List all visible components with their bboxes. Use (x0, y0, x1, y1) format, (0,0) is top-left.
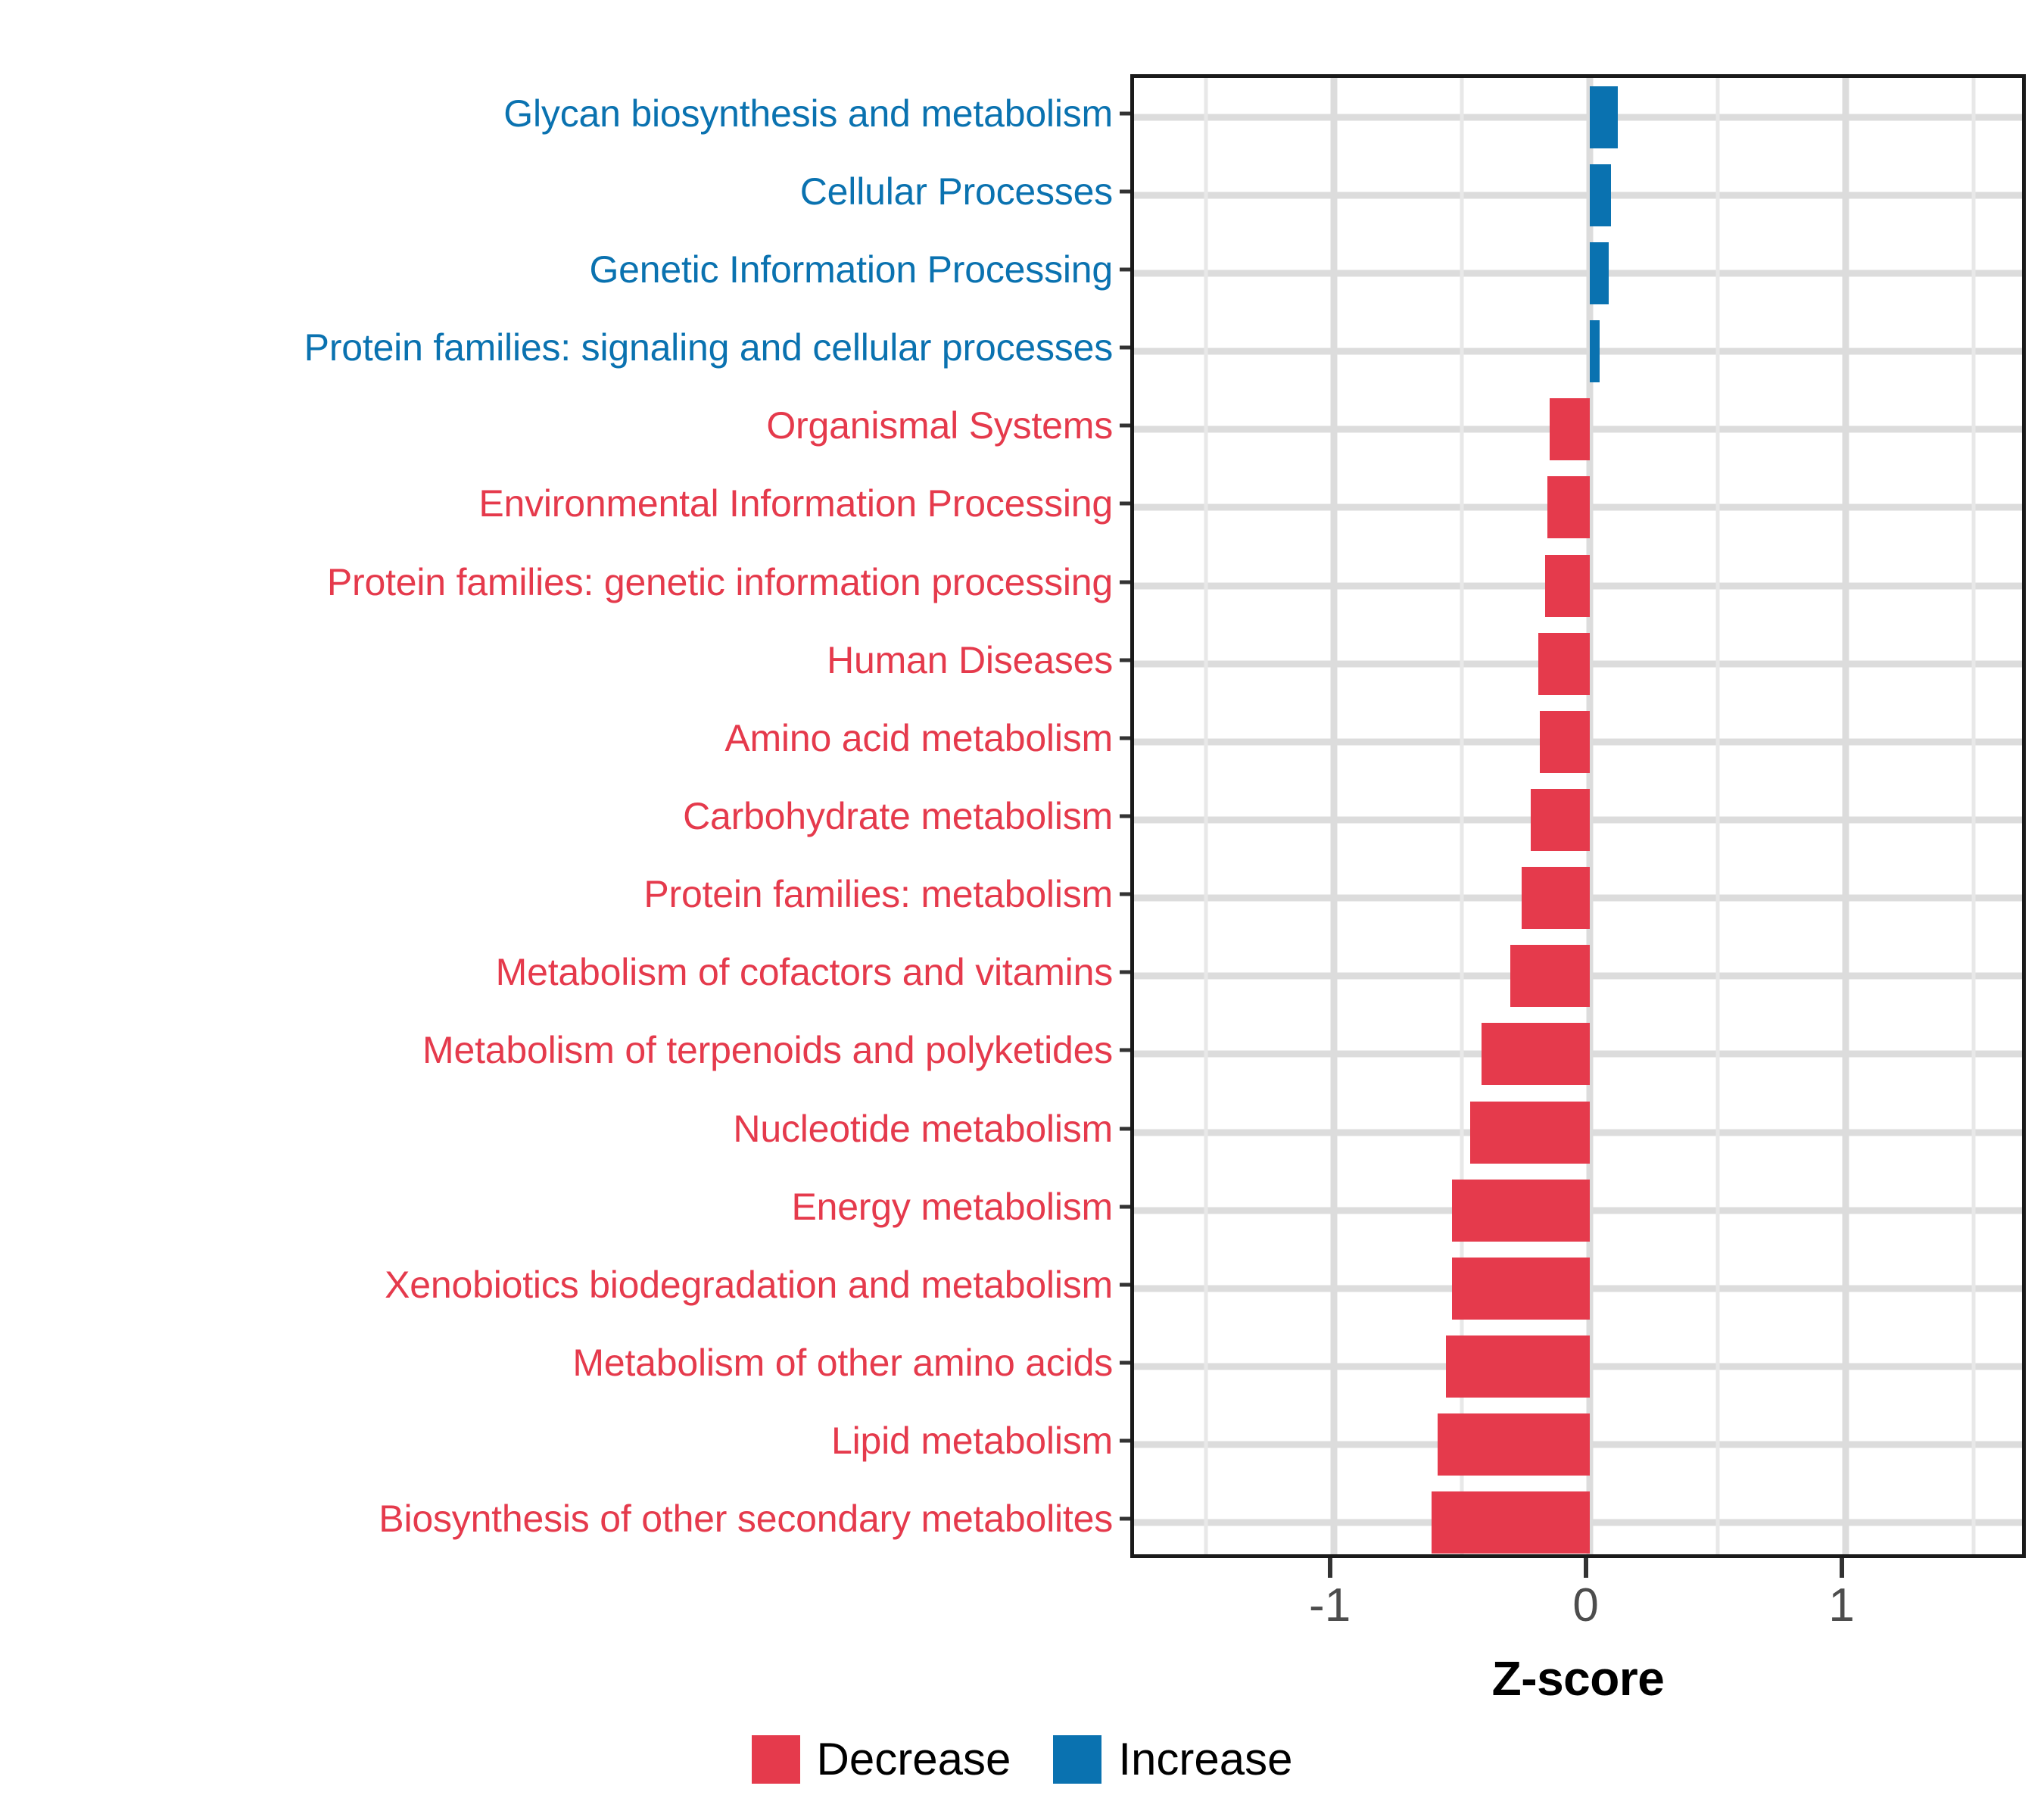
y-axis-tick-mark (1120, 1516, 1130, 1521)
vertical-gridline-minor (1971, 78, 1976, 1554)
legend-entry[interactable]: Increase (1053, 1735, 1292, 1784)
y-axis-tick-label: Energy metabolism (791, 1185, 1113, 1228)
y-axis-tick-label: Glycan biosynthesis and metabolism (503, 92, 1113, 135)
bar (1437, 1413, 1590, 1476)
legend-swatch (751, 1735, 800, 1784)
y-axis-category-labels: Glycan biosynthesis and metabolism Cellul… (0, 74, 1114, 1558)
legend: Decrease Increase (0, 1735, 2044, 1784)
bar (1545, 554, 1590, 617)
plot-area (1134, 78, 2022, 1554)
bar (1432, 1491, 1590, 1554)
y-axis-tick-mark (1120, 1048, 1130, 1052)
bar (1547, 476, 1590, 539)
y-axis-tick-label: Protein families: metabolism (643, 873, 1113, 916)
y-axis-tick-marks (1113, 74, 1130, 1558)
horizontal-gridline (1134, 348, 2022, 355)
vertical-gridline-minor (1460, 78, 1464, 1554)
x-axis-tick-label: -1 (1309, 1579, 1351, 1632)
bar (1538, 632, 1590, 695)
y-axis-tick-mark (1120, 1360, 1130, 1365)
y-axis-tick-mark (1120, 189, 1130, 194)
y-axis-tick-mark (1120, 580, 1130, 584)
y-axis-tick-label: Biosynthesis of other secondary metaboli… (379, 1498, 1113, 1541)
y-axis-tick-mark (1120, 345, 1130, 350)
bar (1530, 789, 1590, 851)
y-axis-tick-mark (1120, 970, 1130, 974)
y-axis-tick-mark (1120, 1127, 1130, 1131)
y-axis-tick-mark (1120, 1438, 1130, 1443)
y-axis-tick-label: Lipid metabolism (831, 1420, 1113, 1463)
bar (1522, 867, 1590, 930)
y-axis-tick-label: Cellular Processes (799, 170, 1113, 213)
bar (1550, 398, 1590, 461)
bar (1589, 242, 1609, 304)
y-axis-tick-label: Xenobiotics biodegradation and metabolis… (385, 1263, 1113, 1306)
bar (1589, 86, 1618, 148)
y-axis-tick-label: Genetic Information Processing (589, 248, 1113, 291)
y-axis-tick-label: Protein families: genetic information pr… (326, 560, 1113, 603)
horizontal-gridline (1134, 114, 2022, 121)
y-axis-tick-mark (1120, 423, 1130, 428)
legend-swatch (1053, 1735, 1102, 1784)
y-axis-tick-mark (1120, 111, 1130, 116)
bar (1452, 1179, 1590, 1242)
vertical-gridline-major (1842, 78, 1849, 1554)
vertical-gridline-major (1330, 78, 1338, 1554)
bar (1539, 710, 1590, 773)
y-axis-tick-label: Amino acid metabolism (724, 716, 1113, 759)
x-axis-tick-mark (1839, 1558, 1844, 1578)
x-axis-tick-label: 0 (1572, 1579, 1599, 1632)
legend-label: Increase (1118, 1734, 1293, 1784)
y-axis-tick-mark (1120, 501, 1130, 506)
bar (1589, 164, 1611, 226)
y-axis-tick-mark (1120, 892, 1130, 896)
bar (1446, 1335, 1590, 1398)
vertical-gridline-minor (1204, 78, 1208, 1554)
y-axis-tick-label: Carbohydrate metabolism (683, 795, 1113, 837)
y-axis-tick-label: Organismal Systems (766, 404, 1113, 447)
bar (1481, 1023, 1590, 1086)
vertical-gridline-minor (1715, 78, 1720, 1554)
horizontal-gridline (1134, 270, 2022, 277)
y-axis-tick-label: Human Diseases (827, 638, 1113, 681)
x-axis-tick-label: 1 (1828, 1579, 1855, 1632)
x-axis-tick-mark (1327, 1558, 1332, 1578)
bar (1452, 1257, 1590, 1320)
y-axis-tick-mark (1120, 1282, 1130, 1287)
bar (1510, 945, 1590, 1008)
plot-panel (1130, 74, 2026, 1558)
y-axis-tick-mark (1120, 814, 1130, 818)
y-axis-tick-mark (1120, 658, 1130, 662)
y-axis-tick-label: Environmental Information Processing (478, 482, 1113, 525)
y-axis-tick-label: Metabolism of cofactors and vitamins (495, 951, 1114, 994)
legend-entry[interactable]: Decrease (751, 1734, 1011, 1784)
bar (1589, 320, 1600, 383)
y-axis-tick-label: Nucleotide metabolism (733, 1107, 1113, 1150)
y-axis-tick-mark (1120, 736, 1130, 740)
horizontal-gridline (1134, 192, 2022, 199)
y-axis-tick-label: Metabolism of terpenoids and polyketides (422, 1029, 1113, 1072)
y-axis-tick-mark (1120, 1205, 1130, 1209)
x-axis: -1 0 1 (1130, 1558, 2026, 1664)
bar (1469, 1101, 1590, 1164)
x-axis-tick-mark (1583, 1558, 1588, 1578)
y-axis-tick-label: Metabolism of other amino acids (572, 1342, 1113, 1385)
y-axis-tick-label: Protein families: signaling and cellular… (304, 326, 1114, 369)
vertical-gridline-major (1586, 78, 1594, 1554)
y-axis-tick-mark (1120, 267, 1130, 272)
x-axis-title: Z-score (1491, 1651, 1665, 1706)
legend-label: Decrease (816, 1734, 1011, 1784)
